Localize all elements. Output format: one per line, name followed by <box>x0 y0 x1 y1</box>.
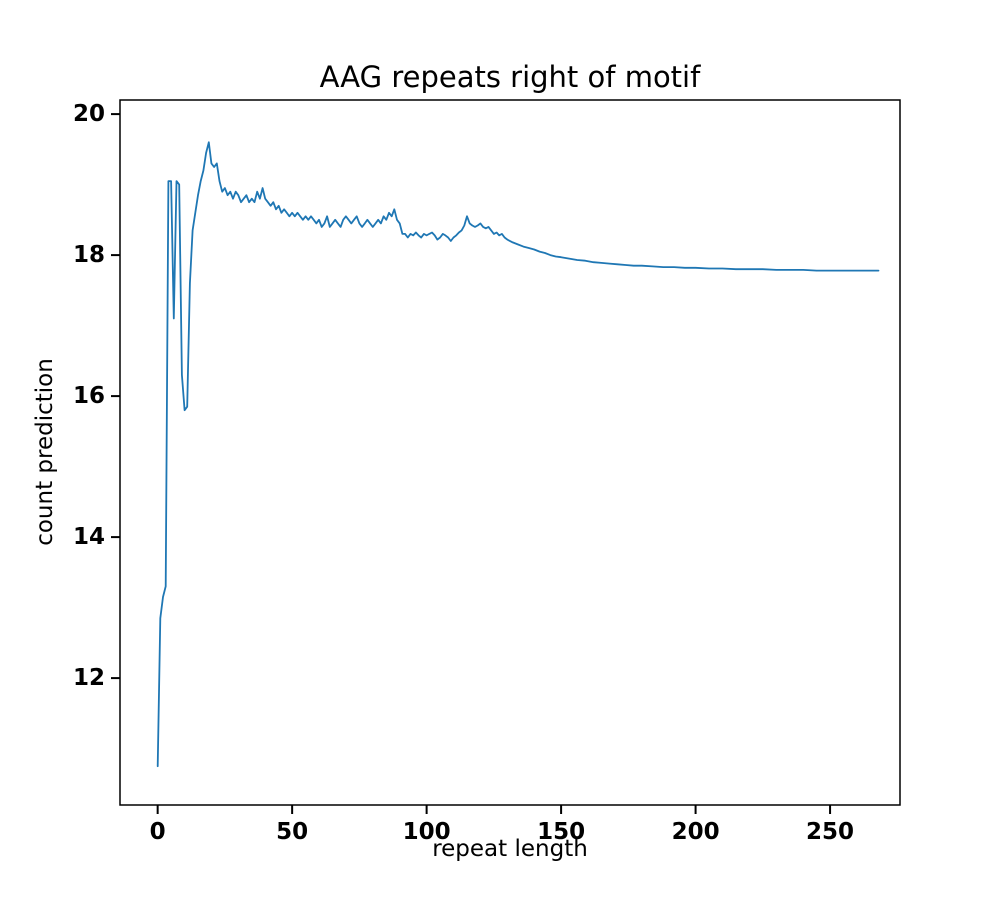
x-tick-label: 200 <box>672 819 720 845</box>
x-tick-label: 0 <box>150 819 166 845</box>
x-tick-label: 100 <box>403 819 451 845</box>
y-axis-label: count prediction <box>32 358 58 546</box>
y-tick-label: 12 <box>73 665 105 691</box>
x-tick-label: 50 <box>276 819 308 845</box>
y-tick-label: 20 <box>73 101 105 127</box>
x-tick-label: 150 <box>537 819 585 845</box>
x-axis-label: repeat length <box>432 836 588 862</box>
y-tick-label: 18 <box>73 242 105 268</box>
y-tick-label: 16 <box>73 383 105 409</box>
axes-frame <box>119 99 901 806</box>
y-tick-label: 14 <box>73 524 105 550</box>
data-line <box>156 141 880 768</box>
chart-title: AAG repeats right of motif <box>319 60 701 94</box>
x-tick-label: 250 <box>806 819 854 845</box>
